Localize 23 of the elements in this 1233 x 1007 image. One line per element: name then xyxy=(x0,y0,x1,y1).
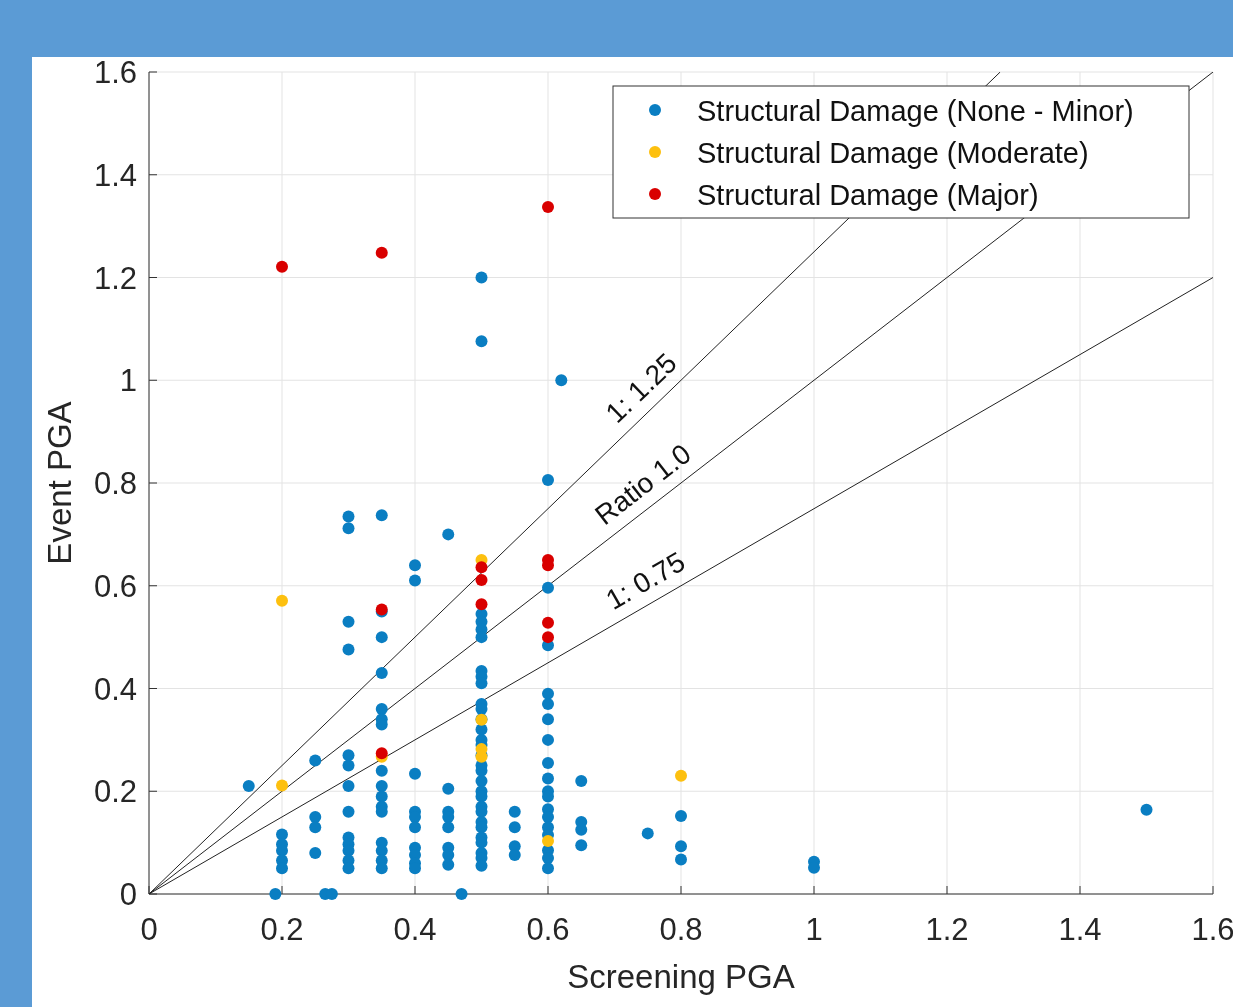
x-tick-label: 1.2 xyxy=(925,912,969,947)
y-axis-title: Event PGA xyxy=(41,401,78,565)
y-tick-label: 0.4 xyxy=(93,671,137,707)
x-tick-label: 0.8 xyxy=(659,912,703,947)
annotation: 1: 0.75 xyxy=(600,545,691,616)
y-tick-label: 0.6 xyxy=(93,568,137,604)
x-tick-label: 0.2 xyxy=(260,912,304,947)
y-tick-label: 1.4 xyxy=(93,157,137,193)
x-axis-title: Screening PGA xyxy=(567,958,795,995)
x-tick-label: 0.4 xyxy=(393,912,437,947)
y-tick-label: 1.6 xyxy=(93,55,137,90)
legend-label: Structural Damage (Major) xyxy=(697,179,1039,211)
x-tick-label: 1.4 xyxy=(1058,912,1102,947)
legend-label: Structural Damage (None - Minor) xyxy=(697,95,1134,127)
y-tick-label: 1.2 xyxy=(93,260,137,296)
legend-label: Structural Damage (Moderate) xyxy=(697,137,1089,169)
x-tick-label: 1.6 xyxy=(1191,912,1233,947)
x-tick-label: 0.6 xyxy=(526,912,570,947)
y-tick-label: 0.8 xyxy=(93,466,137,501)
x-tick-label: 1 xyxy=(805,912,823,947)
y-tick-label: 0.2 xyxy=(93,774,137,810)
y-tick-label: 1 xyxy=(119,363,137,399)
y-tick-label: 0 xyxy=(119,877,137,912)
